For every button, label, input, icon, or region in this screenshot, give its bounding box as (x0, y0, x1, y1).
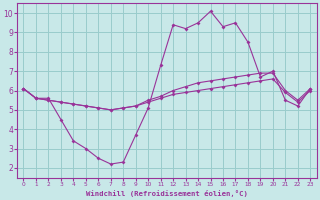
X-axis label: Windchill (Refroidissement éolien,°C): Windchill (Refroidissement éolien,°C) (86, 190, 248, 197)
